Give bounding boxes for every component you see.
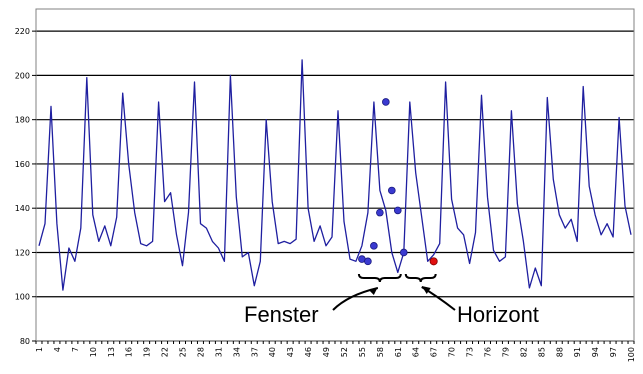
window-point <box>370 242 378 250</box>
y-tick-label: 100 <box>15 293 30 302</box>
horizon-point <box>429 257 438 266</box>
x-tick-label: 40 <box>268 347 277 357</box>
y-tick-label: 160 <box>15 160 30 169</box>
x-tick-label: 28 <box>196 347 205 357</box>
x-tick-label: 13 <box>107 347 116 357</box>
x-tick-label: 19 <box>143 347 152 357</box>
window-label: Fenster <box>244 302 319 327</box>
x-tick-label: 34 <box>232 347 241 357</box>
y-tick-label: 220 <box>15 27 30 36</box>
x-tick-label: 25 <box>179 347 188 357</box>
x-tick-label: 49 <box>322 347 331 357</box>
x-tick-label: 100 <box>627 347 636 362</box>
y-tick-label: 180 <box>15 116 30 125</box>
series-line <box>38 59 632 291</box>
window-point <box>393 206 402 215</box>
y-axis-tick-labels: 80 100 120 140 160 180 200 220 <box>15 27 36 346</box>
x-tick-label: 88 <box>555 347 564 357</box>
annotations: Fenster Horizont <box>244 273 539 327</box>
x-tick-label: 7 <box>71 347 80 352</box>
x-tick-label: 85 <box>537 347 546 357</box>
x-axis-tick-labels: 1 4 7 10 13 16 19 22 25 28 31 34 37 40 43 46 49 52 55 58 61 6… <box>35 341 636 362</box>
x-tick-label: 52 <box>340 347 349 357</box>
x-tick-label: 43 <box>286 347 295 357</box>
markers <box>358 98 438 266</box>
x-tick-label: 55 <box>358 347 367 357</box>
x-tick-label: 94 <box>591 347 600 357</box>
x-tick-label: 91 <box>573 347 582 357</box>
x-tick-label: 61 <box>394 347 403 357</box>
x-tick-label: 73 <box>466 347 475 357</box>
y-tick-label: 140 <box>15 204 30 213</box>
x-tick-label: 22 <box>161 347 170 357</box>
horizon-brace <box>404 273 437 283</box>
x-tick-label: 16 <box>125 347 134 357</box>
y-tick-label: 200 <box>15 71 30 80</box>
horizon-label: Horizont <box>457 302 539 327</box>
x-tick-label: 76 <box>483 347 492 357</box>
window-point <box>382 98 390 106</box>
window-point <box>388 186 396 195</box>
x-tick-label: 97 <box>609 347 618 357</box>
x-tick-label: 64 <box>412 347 421 357</box>
x-tick-label: 67 <box>430 347 439 357</box>
x-tick-label: 37 <box>250 347 259 357</box>
x-tick-label: 31 <box>214 347 223 357</box>
y-tick-label: 120 <box>15 248 30 257</box>
window-point <box>376 208 384 217</box>
x-tick-label: 46 <box>304 347 313 357</box>
x-tick-label: 58 <box>376 347 385 357</box>
x-tick-label: 10 <box>89 347 98 357</box>
horizon-arrow-head <box>421 286 431 294</box>
window-arrow-head <box>368 287 378 295</box>
x-tick-label: 79 <box>501 347 510 357</box>
x-tick-label: 4 <box>53 347 62 352</box>
window-brace <box>357 273 402 283</box>
window-point <box>399 248 408 257</box>
x-tick-label: 1 <box>35 347 44 352</box>
window-point <box>364 257 372 266</box>
y-tick-label: 80 <box>20 337 30 346</box>
x-tick-label: 82 <box>519 347 528 357</box>
x-tick-label: 70 <box>448 347 457 357</box>
